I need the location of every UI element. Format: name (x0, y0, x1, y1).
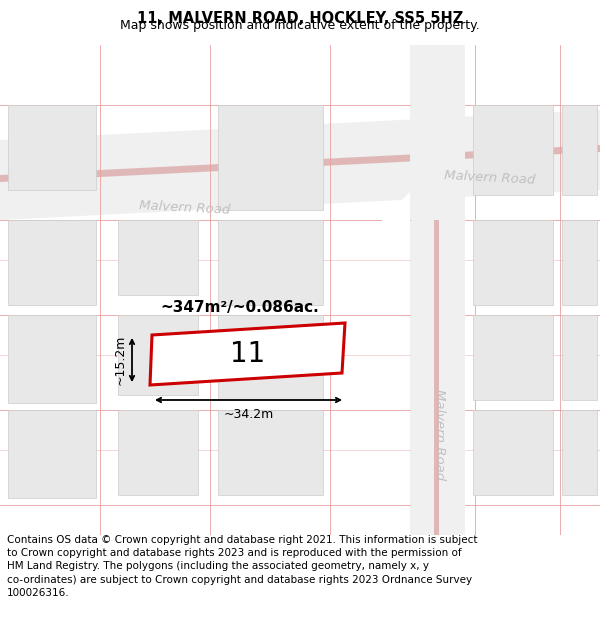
Polygon shape (150, 323, 345, 385)
Text: ~347m²/~0.086ac.: ~347m²/~0.086ac. (161, 300, 319, 315)
Polygon shape (0, 145, 600, 182)
Bar (8, 220, 96, 305)
Bar (410, 45, 465, 535)
Bar (218, 315, 323, 400)
Bar (218, 220, 323, 305)
Bar (410, 45, 465, 220)
Text: Contains OS data © Crown copyright and database right 2021. This information is : Contains OS data © Crown copyright and d… (7, 535, 478, 598)
Bar (118, 315, 198, 395)
Bar (8, 105, 96, 190)
Text: Malvern Road: Malvern Road (433, 389, 446, 481)
Text: ~34.2m: ~34.2m (223, 408, 274, 421)
Text: ~15.2m: ~15.2m (114, 335, 127, 385)
Polygon shape (0, 110, 600, 220)
Bar (8, 410, 96, 498)
Bar (118, 220, 198, 295)
Bar (473, 105, 553, 195)
Text: Malvern Road: Malvern Road (444, 169, 536, 187)
Bar (473, 410, 553, 495)
Bar (218, 105, 323, 210)
Bar (473, 220, 553, 305)
Bar (562, 105, 597, 195)
Bar (562, 410, 597, 495)
Text: Malvern Road: Malvern Road (139, 199, 231, 217)
Bar (218, 410, 323, 495)
Text: Map shows position and indicative extent of the property.: Map shows position and indicative extent… (120, 19, 480, 32)
Bar (562, 315, 597, 400)
Bar (434, 45, 439, 535)
Bar (473, 315, 553, 400)
Bar (118, 410, 198, 495)
Text: 11, MALVERN ROAD, HOCKLEY, SS5 5HZ: 11, MALVERN ROAD, HOCKLEY, SS5 5HZ (137, 11, 463, 26)
Bar (562, 220, 597, 305)
Text: 11: 11 (230, 340, 265, 368)
Polygon shape (382, 192, 410, 248)
Bar (8, 315, 96, 403)
